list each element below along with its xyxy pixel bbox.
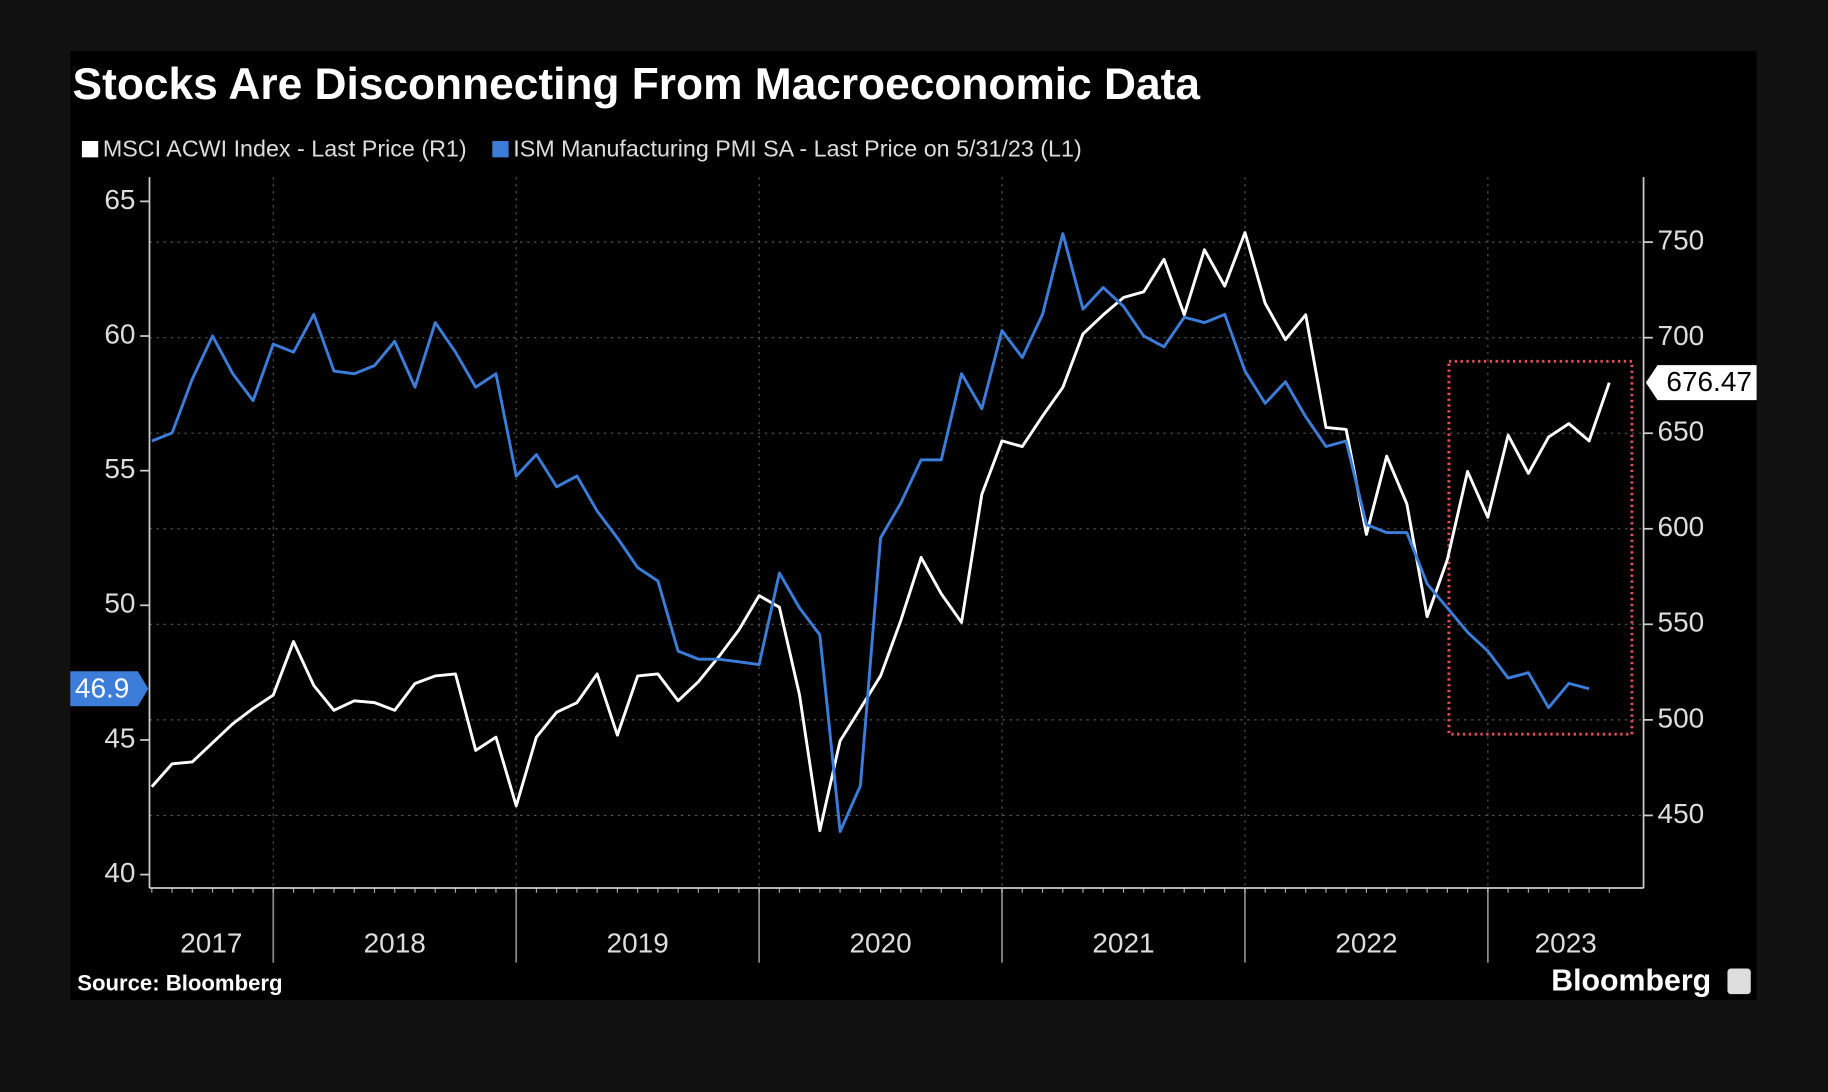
end-label: 46.9 [75,672,129,703]
end-tag [1645,365,1757,401]
series-line [150,231,1611,833]
chart-title: Stocks Are Disconnecting From Macroecono… [73,60,1201,109]
x-tick-label: 2021 [1092,928,1154,959]
legend-label: MSCI ACWI Index - Last Price (R1) [103,135,467,161]
x-tick-label: 2018 [364,928,426,959]
x-tick-label: 2017 [180,928,242,959]
legend-swatch [81,141,99,158]
brand-icon [1727,968,1751,995]
y2-tick-label: 700 [1658,320,1705,351]
y-tick-label: 65 [104,184,135,215]
y-tick-label: 55 [104,453,135,484]
y2-tick-label: 750 [1658,225,1705,256]
legend-label: ISM Manufacturing PMI SA - Last Price on… [513,135,1081,161]
y2-tick-label: 500 [1658,702,1705,733]
source: Source: Bloomberg [77,971,282,996]
end-tag [70,671,149,707]
y2-tick-label: 600 [1658,511,1705,542]
y2-tick-label: 550 [1658,607,1705,638]
y-tick-label: 50 [104,588,135,619]
chart-panel [70,51,1757,1000]
series-line [151,232,1590,833]
x-tick-label: 2020 [849,928,911,959]
end-label: 676.47 [1666,366,1752,397]
x-tick-label: 2023 [1535,928,1597,959]
y2-tick-label: 450 [1658,798,1705,829]
legend-swatch [492,141,509,158]
x-tick-label: 2022 [1335,928,1397,959]
y-tick-label: 40 [104,857,135,888]
brand: Bloomberg [1551,964,1711,997]
y-tick-label: 60 [104,318,135,349]
y-tick-label: 45 [104,722,135,753]
x-tick-label: 2019 [607,928,669,959]
y2-tick-label: 650 [1658,416,1705,447]
highlight-box [1447,359,1634,736]
